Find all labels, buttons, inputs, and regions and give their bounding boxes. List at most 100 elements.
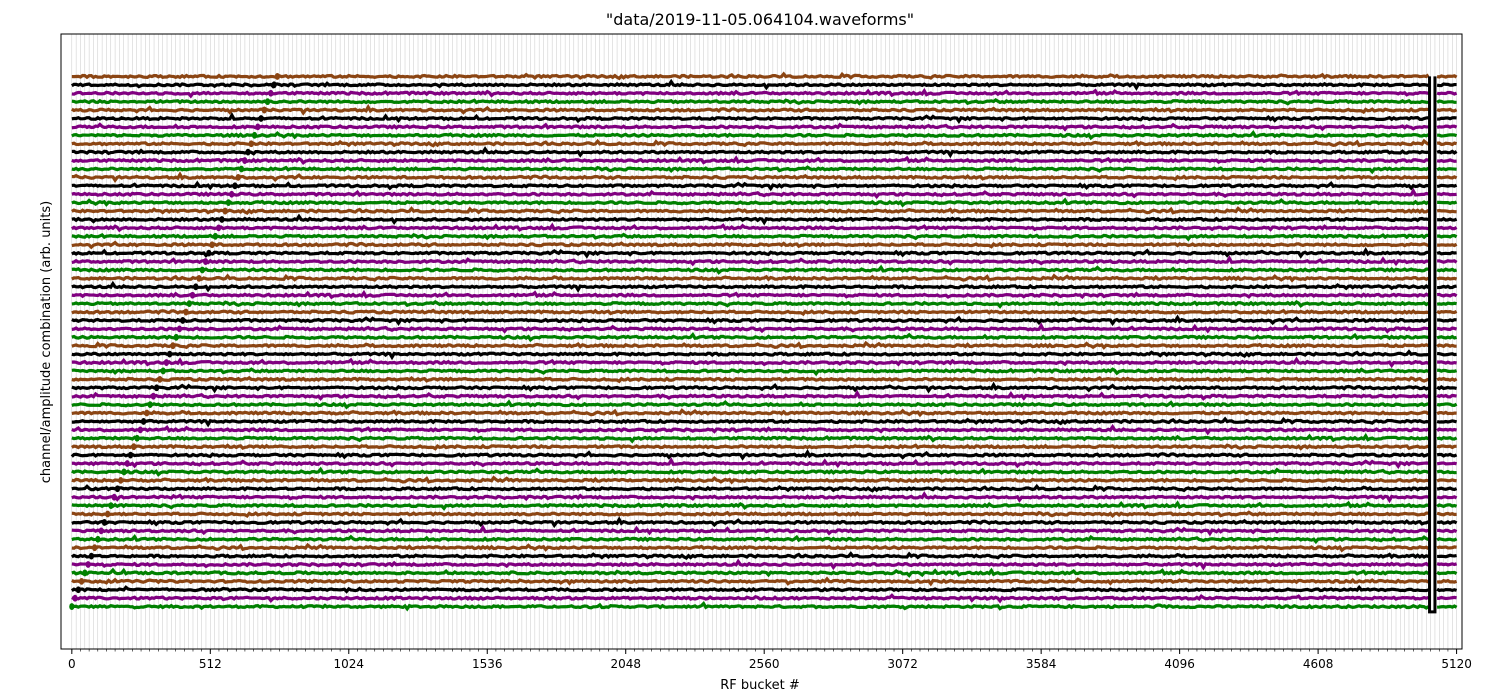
marker-dot — [150, 392, 156, 400]
marker-dot — [206, 249, 212, 257]
trace-37-tail — [1436, 301, 1457, 306]
trace-18 — [71, 457, 1429, 470]
bracket-gap — [1431, 76, 1434, 612]
trace-32-tail — [1436, 343, 1457, 349]
trace-55-tail — [1436, 149, 1458, 155]
marker-dot — [258, 115, 264, 122]
marker-dot — [101, 519, 108, 526]
trace-12-tail — [1436, 511, 1457, 517]
trace-26 — [71, 389, 1430, 402]
trace-43 — [71, 246, 1429, 259]
marker-dot — [176, 325, 183, 333]
marker-dot — [268, 89, 274, 97]
trace-36 — [71, 308, 1429, 317]
marker-dot — [124, 460, 130, 467]
marker-dot — [105, 510, 111, 518]
trace-39-tail — [1437, 284, 1457, 290]
trace-27 — [71, 381, 1430, 394]
trace-13 — [71, 500, 1429, 511]
marker-dot — [202, 258, 209, 265]
trace-19 — [70, 448, 1430, 461]
trace-24-tail — [1436, 410, 1457, 416]
marker-dot — [229, 190, 235, 198]
marker-dot — [248, 140, 254, 148]
marker-dot — [183, 308, 189, 316]
trace-6 — [71, 558, 1430, 571]
trace-56-tail — [1436, 141, 1458, 147]
trace-15 — [71, 483, 1429, 493]
marker-dot — [225, 199, 232, 207]
trace-19-tail — [1436, 452, 1458, 458]
trace-46 — [70, 222, 1429, 233]
trace-47-tail — [1437, 216, 1458, 222]
marker-dot — [271, 81, 277, 89]
marker-dot — [209, 241, 215, 249]
marker-dot — [140, 418, 147, 425]
trace-57-tail — [1437, 133, 1458, 138]
trace-60 — [70, 103, 1429, 116]
marker-dot — [85, 561, 91, 568]
marker-dot — [196, 274, 202, 282]
trace-21-tail — [1436, 435, 1458, 441]
x-tick-label: 1536 — [472, 657, 503, 671]
marker-dot — [147, 401, 153, 409]
trace-49-tail — [1437, 200, 1458, 206]
trace-63-tail — [1436, 82, 1457, 88]
trace-37 — [71, 299, 1430, 309]
trace-63 — [70, 78, 1429, 91]
marker-dot — [144, 409, 150, 417]
trace-41-tail — [1436, 267, 1458, 273]
marker-dot — [232, 182, 238, 190]
trace-44 — [71, 240, 1430, 250]
marker-dot — [274, 73, 280, 80]
trace-23 — [71, 416, 1429, 428]
trace-64-tail — [1436, 74, 1458, 79]
trace-28 — [71, 375, 1430, 384]
trace-58 — [71, 122, 1429, 132]
trace-17-tail — [1436, 469, 1457, 475]
trace-21 — [71, 432, 1430, 444]
trace-57 — [71, 130, 1430, 141]
trace-2-tail — [1437, 595, 1457, 601]
trace-23-tail — [1436, 419, 1458, 424]
trace-16 — [71, 475, 1429, 485]
trace-31-tail — [1436, 351, 1457, 357]
trace-1-tail — [1436, 604, 1458, 609]
marker-dot — [222, 207, 228, 215]
trace-59 — [71, 112, 1429, 125]
marker-dot — [212, 232, 218, 240]
marker-dot — [170, 342, 176, 350]
trace-5-tail — [1436, 570, 1458, 576]
diagonal-markers — [69, 73, 280, 610]
plot-area — [69, 34, 1458, 649]
trace-35-tail — [1437, 318, 1457, 323]
trace-45 — [71, 232, 1429, 242]
trace-4 — [71, 576, 1430, 587]
marker-dot — [72, 594, 78, 602]
trace-27-tail — [1436, 385, 1457, 391]
marker-dot — [216, 224, 222, 232]
x-axis-label: RF bucket # — [720, 678, 799, 693]
trace-62 — [71, 87, 1429, 99]
trace-4-tail — [1436, 578, 1458, 584]
trace-22-tail — [1436, 427, 1457, 432]
trace-40-tail — [1436, 276, 1458, 281]
marker-dot — [154, 384, 160, 392]
x-tick-label: 2560 — [749, 657, 780, 671]
plot-frame — [60, 33, 1463, 650]
trace-48-tail — [1436, 208, 1457, 214]
trace-50 — [71, 187, 1429, 200]
trace-3 — [70, 584, 1430, 594]
trace-30 — [71, 356, 1429, 369]
trace-41 — [71, 264, 1429, 275]
trace-8 — [71, 542, 1430, 553]
trace-22 — [71, 423, 1430, 436]
trace-52 — [71, 171, 1430, 184]
marker-dot — [131, 443, 137, 451]
trace-30-tail — [1437, 360, 1457, 365]
trace-25 — [71, 399, 1429, 410]
trace-29 — [71, 367, 1429, 377]
trace-7-tail — [1437, 553, 1457, 559]
trace-45-tail — [1437, 233, 1458, 239]
